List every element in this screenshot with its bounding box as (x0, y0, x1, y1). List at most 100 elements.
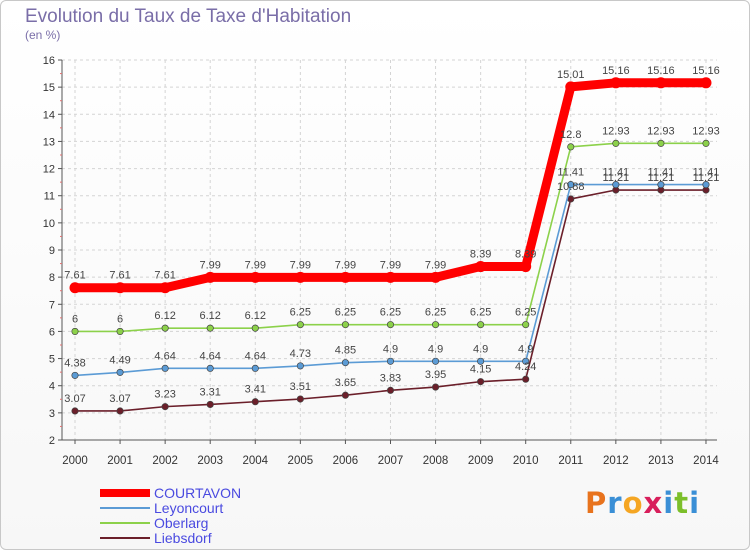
data-point-liebsdorf (341, 391, 349, 399)
y-tick-label: 10 (43, 218, 55, 230)
data-label-leyoncourt: 4.9 (518, 343, 533, 355)
data-point-courtavon (294, 271, 306, 283)
data-point-liebsdorf (522, 375, 530, 383)
x-tick-label: 2010 (513, 455, 539, 467)
x-tick-label: 2004 (242, 455, 268, 467)
data-point-liebsdorf (477, 378, 485, 386)
data-label-oberlarg: 6.25 (425, 307, 446, 319)
data-label-leyoncourt: 4.9 (383, 343, 398, 355)
data-label-courtavon: 7.61 (64, 270, 85, 282)
data-point-oberlarg (341, 321, 349, 329)
data-label-liebsdorf: 11.21 (693, 172, 720, 184)
legend-item-liebsdorf: Liebsdorf (100, 531, 212, 545)
data-point-courtavon (249, 271, 261, 283)
data-label-liebsdorf: 3.65 (335, 377, 356, 389)
data-point-liebsdorf (206, 400, 214, 408)
data-point-courtavon (114, 282, 126, 294)
data-label-oberlarg: 6 (117, 313, 123, 325)
x-tick-label: 2003 (197, 455, 223, 467)
data-label-leyoncourt: 4.9 (473, 343, 488, 355)
data-point-oberlarg (432, 321, 440, 329)
logo-letter: i (689, 486, 701, 520)
data-label-oberlarg: 12.93 (647, 125, 675, 137)
data-point-courtavon (700, 77, 712, 89)
data-label-leyoncourt: 11.41 (602, 167, 629, 179)
data-label-oberlarg: 6.12 (245, 310, 266, 322)
data-label-liebsdorf: 3.23 (154, 389, 175, 401)
data-label-liebsdorf: 3.95 (425, 369, 446, 381)
data-label-leyoncourt: 4.64 (199, 350, 220, 362)
legend-label-leyoncourt: Leyoncourt (154, 500, 224, 516)
data-point-oberlarg (612, 139, 620, 147)
y-tick-label: 9 (49, 245, 55, 257)
data-point-leyoncourt (386, 357, 395, 365)
data-point-liebsdorf (116, 407, 124, 415)
data-label-leyoncourt: 4.49 (109, 354, 130, 366)
y-tick-label: 3 (49, 408, 55, 420)
y-tick-label: 7 (49, 299, 55, 311)
data-point-liebsdorf (71, 407, 79, 415)
x-tick-label: 2000 (62, 455, 88, 467)
data-point-courtavon (204, 271, 216, 283)
data-label-courtavon: 7.61 (154, 270, 175, 282)
data-point-leyoncourt (251, 364, 259, 372)
data-point-leyoncourt (522, 357, 530, 365)
data-point-leyoncourt (477, 357, 485, 365)
data-label-leyoncourt: 4.85 (335, 345, 356, 357)
data-label-oberlarg: 6.25 (380, 307, 401, 319)
data-point-leyoncourt (341, 359, 349, 367)
legend-label-courtavon: COURTAVON (154, 485, 242, 501)
data-label-leyoncourt: 4.64 (154, 350, 175, 362)
logo-letter: o (622, 486, 644, 520)
data-point-leyoncourt (612, 181, 620, 189)
data-label-oberlarg: 6.25 (335, 307, 356, 319)
proxiti-logo: Proxiti (585, 486, 700, 520)
data-label-leyoncourt: 4.9 (428, 343, 443, 355)
logo-letter: r (607, 486, 623, 520)
data-point-liebsdorf (386, 386, 395, 394)
data-point-courtavon (384, 271, 396, 283)
data-label-oberlarg: 6 (72, 313, 78, 325)
logo-letter: x (643, 486, 664, 520)
data-point-liebsdorf (567, 195, 575, 203)
data-point-leyoncourt (702, 181, 710, 189)
legend-item-leyoncourt: Leyoncourt (100, 501, 223, 515)
data-label-courtavon: 7.99 (335, 259, 356, 271)
data-label-leyoncourt: 4.73 (290, 348, 311, 360)
y-tick-label: 11 (44, 191, 55, 203)
data-point-oberlarg (296, 321, 304, 329)
data-point-courtavon (69, 282, 81, 294)
data-label-courtavon: 15.16 (692, 65, 720, 77)
x-tick-label: 2011 (558, 455, 583, 467)
data-label-liebsdorf: 3.07 (64, 393, 85, 405)
data-label-leyoncourt: 11.41 (648, 167, 675, 179)
data-point-liebsdorf (251, 398, 259, 406)
data-point-courtavon (565, 81, 577, 93)
data-label-liebsdorf: 11.21 (602, 172, 629, 184)
data-label-leyoncourt: 11.41 (693, 167, 720, 179)
logo-letter: t (674, 486, 690, 520)
data-label-liebsdorf: 10.88 (557, 181, 585, 193)
legend-label-oberlarg: Oberlarg (154, 515, 209, 531)
data-label-oberlarg: 12.93 (692, 125, 720, 137)
data-label-courtavon: 8.39 (515, 249, 536, 261)
data-label-oberlarg: 6.12 (154, 310, 175, 322)
data-label-liebsdorf: 3.41 (245, 384, 266, 396)
y-tick-label: 4 (49, 381, 55, 393)
data-label-courtavon: 7.99 (425, 259, 446, 271)
y-tick-label: 13 (43, 136, 55, 148)
data-label-courtavon: 15.16 (647, 65, 675, 77)
data-label-leyoncourt: 4.64 (245, 350, 266, 362)
legend-swatch-oberlarg (100, 522, 150, 524)
chart-subtitle: (en %) (25, 28, 61, 42)
x-tick-label: 2002 (152, 455, 178, 467)
x-tick-label: 2006 (333, 455, 359, 467)
data-label-oberlarg: 6.25 (290, 307, 311, 319)
logo-letter: i (663, 486, 675, 520)
data-point-oberlarg (657, 139, 665, 147)
legend-label-liebsdorf: Liebsdorf (154, 530, 212, 546)
data-label-oberlarg: 6.12 (199, 310, 220, 322)
y-tick-label: 16 (43, 55, 55, 67)
y-tick-label: 2 (49, 435, 55, 447)
